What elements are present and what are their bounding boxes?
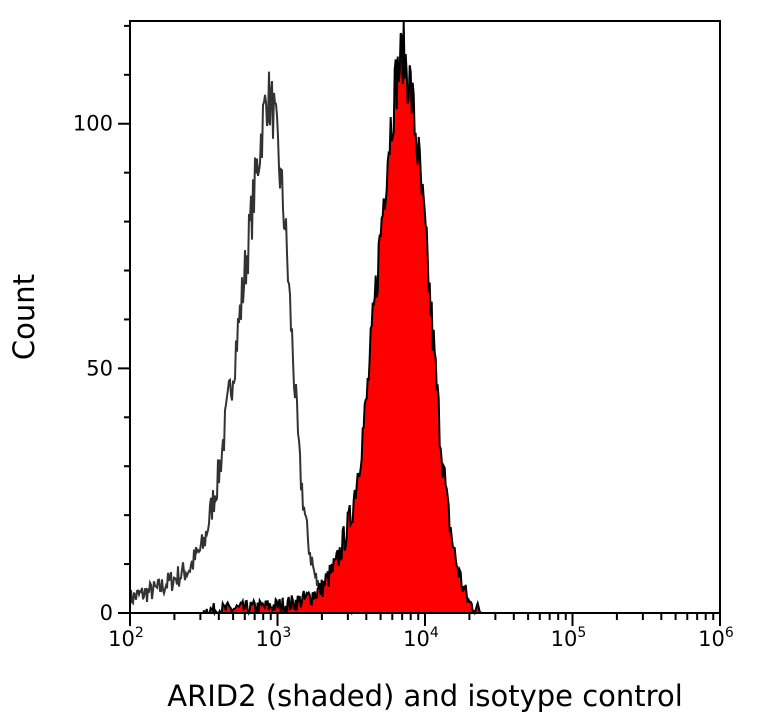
- y-tick-label: 0: [100, 601, 113, 625]
- isotype-control-histogram: [129, 71, 366, 616]
- arid2-shaded-histogram: [202, 20, 484, 617]
- y-axis-title: Count: [7, 274, 41, 360]
- x-tick-label: 103: [256, 625, 292, 651]
- y-tick-label: 100: [73, 112, 113, 136]
- x-axis-title: ARID2 (shaded) and isotype control: [167, 679, 683, 713]
- y-tick-label: 50: [86, 356, 113, 380]
- x-tick-label: 102: [108, 625, 144, 651]
- x-tick-label: 106: [698, 625, 734, 651]
- x-tick-label: 104: [403, 625, 439, 651]
- x-tick-label: 105: [551, 625, 587, 651]
